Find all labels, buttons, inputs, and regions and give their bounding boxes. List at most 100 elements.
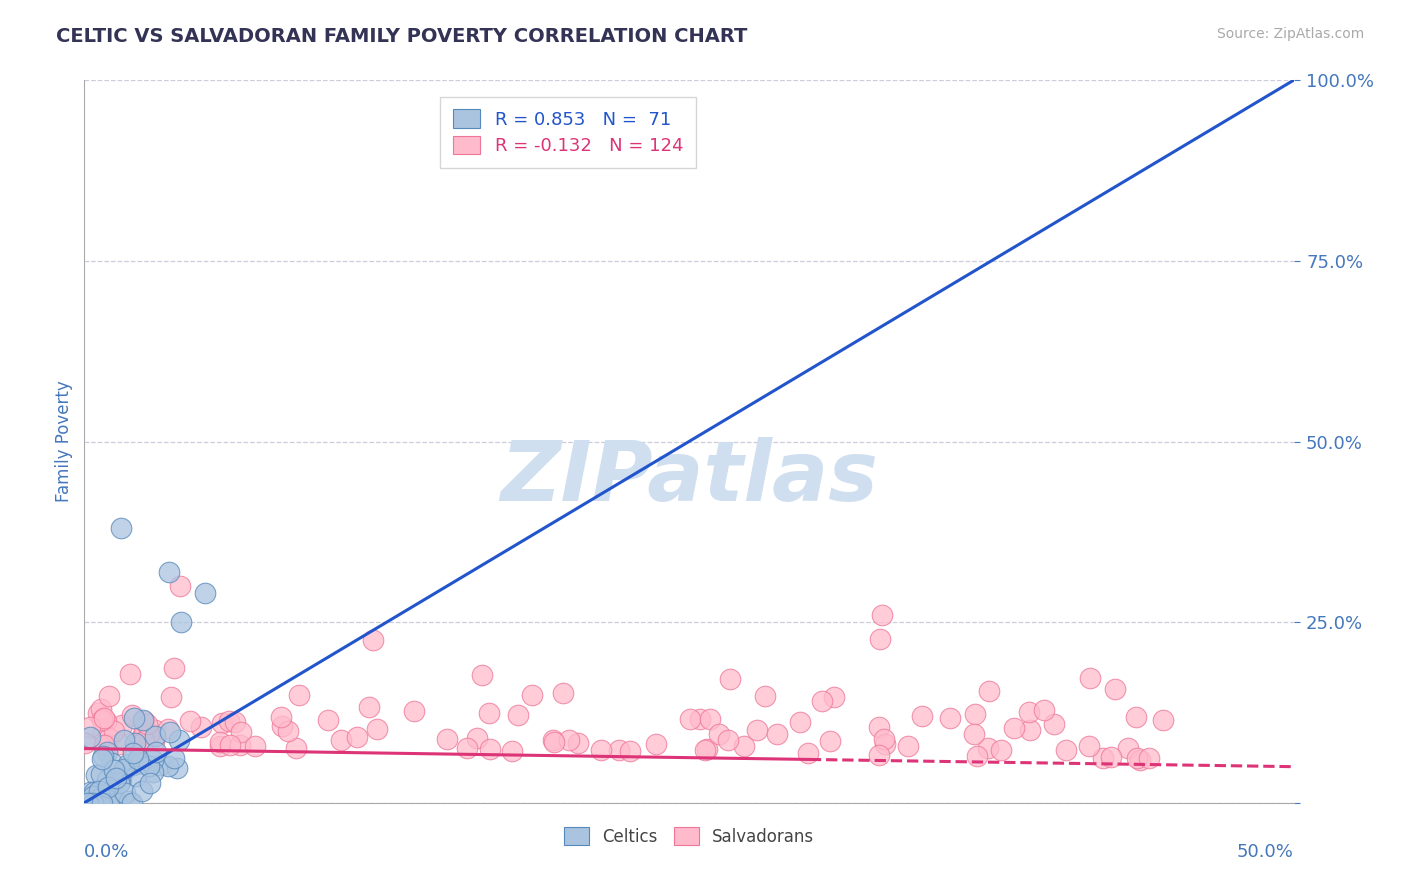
Point — [166, 761, 188, 775]
Point — [456, 741, 478, 756]
Point — [90, 752, 112, 766]
Point — [89, 796, 111, 810]
Point — [501, 744, 523, 758]
Point — [94, 714, 117, 729]
Point — [90, 767, 112, 781]
Point — [84, 796, 107, 810]
Point — [465, 731, 488, 746]
Point — [873, 732, 896, 747]
Point — [361, 633, 384, 648]
Point — [108, 776, 131, 790]
Point — [132, 714, 155, 728]
Point — [689, 712, 711, 726]
Point — [163, 661, 186, 675]
Point — [131, 784, 153, 798]
Point — [124, 769, 146, 783]
Point — [110, 772, 132, 786]
Point — [134, 734, 156, 748]
Point — [209, 734, 232, 748]
Point — [87, 792, 110, 806]
Point — [717, 732, 740, 747]
Point — [1043, 717, 1066, 731]
Point — [346, 730, 368, 744]
Point — [869, 632, 891, 646]
Point — [143, 723, 166, 737]
Point — [100, 786, 122, 800]
Point — [619, 744, 641, 758]
Point — [89, 784, 111, 798]
Point — [132, 713, 155, 727]
Point — [1019, 723, 1042, 737]
Point — [84, 768, 107, 782]
Point — [478, 706, 501, 721]
Point — [811, 694, 834, 708]
Point — [218, 738, 240, 752]
Point — [939, 711, 962, 725]
Point — [121, 796, 143, 810]
Point — [79, 785, 101, 799]
Point — [103, 764, 125, 778]
Point — [127, 752, 149, 766]
Point — [79, 730, 101, 744]
Point — [87, 706, 110, 721]
Point — [96, 780, 118, 795]
Point — [167, 732, 190, 747]
Point — [103, 789, 125, 803]
Point — [149, 757, 172, 772]
Point — [718, 672, 741, 686]
Point — [1152, 713, 1174, 727]
Point — [169, 579, 191, 593]
Point — [87, 796, 110, 810]
Point — [644, 737, 666, 751]
Point — [112, 762, 135, 776]
Point — [709, 727, 731, 741]
Point — [1092, 751, 1115, 765]
Point — [157, 565, 180, 579]
Point — [122, 710, 145, 724]
Point — [190, 720, 212, 734]
Point — [699, 712, 721, 726]
Point — [83, 785, 105, 799]
Point — [135, 717, 157, 731]
Point — [112, 733, 135, 747]
Point — [111, 718, 134, 732]
Point — [1126, 751, 1149, 765]
Point — [366, 723, 388, 737]
Point — [118, 667, 141, 681]
Point — [132, 723, 155, 737]
Point — [1129, 753, 1152, 767]
Point — [157, 722, 180, 736]
Point — [122, 758, 145, 772]
Point — [94, 738, 117, 752]
Point — [96, 745, 118, 759]
Point — [93, 738, 115, 752]
Point — [143, 734, 166, 748]
Point — [1078, 671, 1101, 685]
Point — [96, 773, 118, 788]
Point — [231, 725, 253, 739]
Point — [872, 607, 894, 622]
Point — [977, 741, 1000, 756]
Legend: Celtics, Salvadorans: Celtics, Salvadorans — [557, 821, 821, 852]
Point — [966, 748, 988, 763]
Point — [84, 787, 107, 801]
Point — [402, 704, 425, 718]
Text: ZIPatlas: ZIPatlas — [501, 437, 877, 518]
Point — [163, 751, 186, 765]
Point — [156, 758, 179, 772]
Point — [96, 796, 118, 810]
Point — [159, 724, 181, 739]
Text: 50.0%: 50.0% — [1237, 843, 1294, 861]
Point — [471, 668, 494, 682]
Point — [818, 733, 841, 747]
Point — [105, 796, 128, 810]
Point — [1137, 751, 1160, 765]
Point — [145, 746, 167, 760]
Point — [506, 708, 529, 723]
Point — [142, 752, 165, 766]
Point — [543, 735, 565, 749]
Point — [589, 743, 612, 757]
Point — [1116, 741, 1139, 756]
Point — [1077, 739, 1099, 753]
Point — [224, 714, 246, 729]
